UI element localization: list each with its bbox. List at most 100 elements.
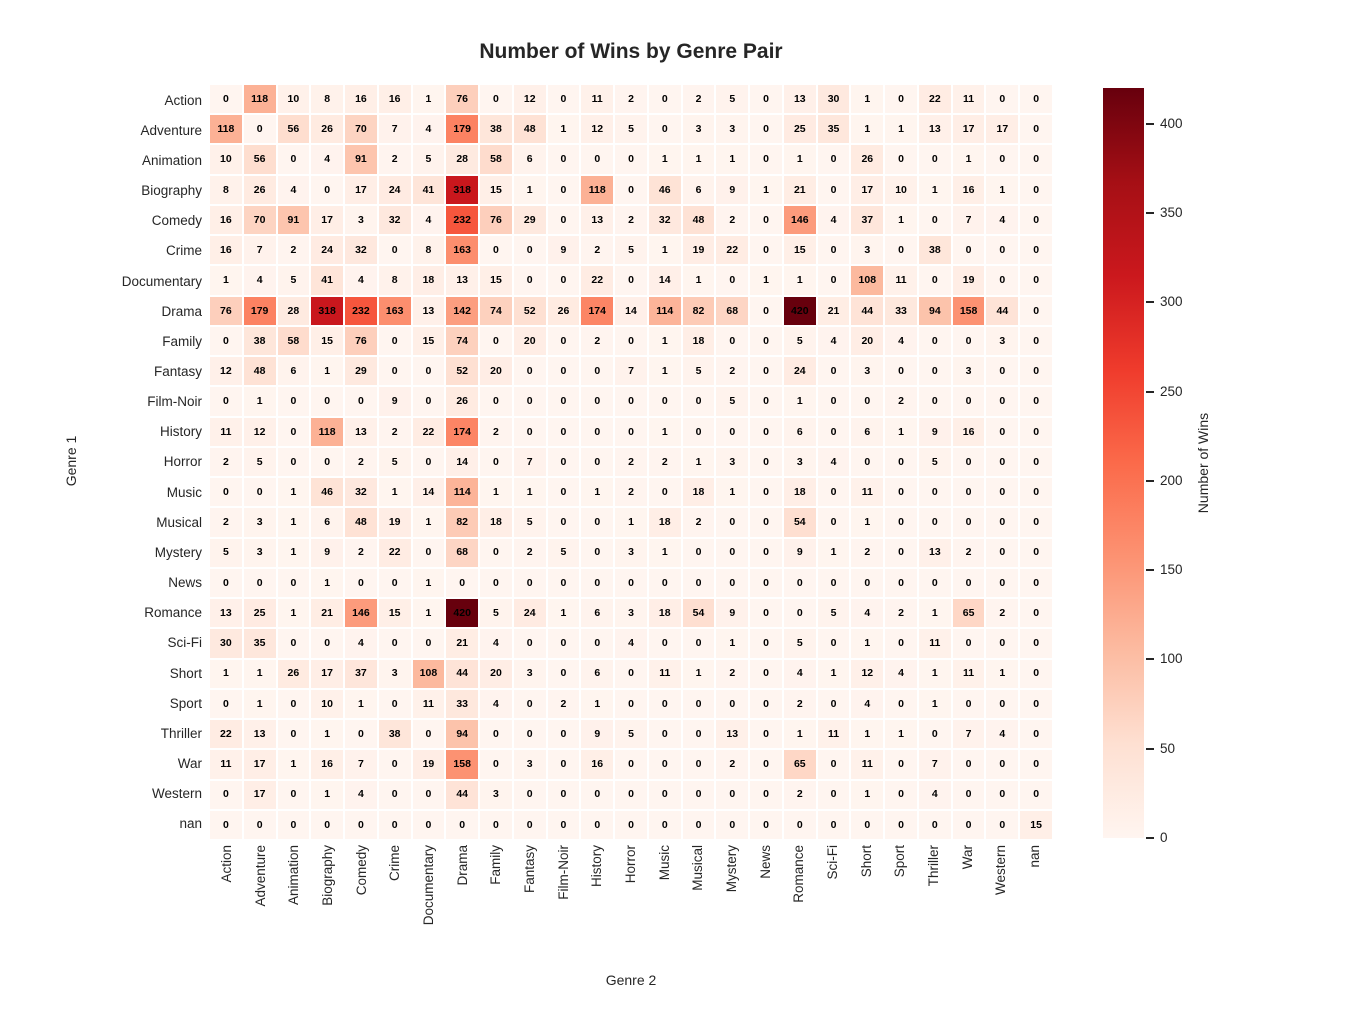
heatmap-cell: 2 (682, 508, 715, 537)
colorbar-tick-mark (1146, 301, 1154, 304)
heatmap-cell: 24 (378, 175, 411, 204)
heatmap-cell: 0 (581, 538, 614, 567)
heatmap-cell: 48 (513, 115, 546, 144)
heatmap-cell: 7 (513, 447, 546, 477)
heatmap-cell: 1 (783, 387, 816, 416)
heatmap-cell: 16 (378, 85, 411, 114)
heatmap-cell: 0 (513, 387, 546, 416)
heatmap-cell: 0 (243, 478, 276, 507)
heatmap-cell: 13 (446, 266, 479, 295)
heatmap-cell: 0 (615, 689, 647, 719)
heatmap-cell: 0 (817, 236, 850, 265)
heatmap-cell: 1 (851, 629, 884, 658)
heatmap-cell: 1 (277, 538, 310, 567)
y-tick-label: Animation (141, 152, 202, 168)
heatmap-cell: 0 (412, 538, 445, 567)
heatmap-cell: 1 (851, 508, 884, 537)
heatmap-cell: 0 (648, 780, 681, 809)
heatmap-cell: 0 (750, 417, 782, 446)
heatmap-cell: 0 (682, 538, 715, 567)
heatmap-cell: 0 (750, 629, 782, 658)
heatmap-cell: 0 (682, 387, 715, 416)
heatmap-cell: 5 (615, 115, 647, 144)
heatmap-cell: 0 (986, 236, 1019, 265)
heatmap-cell: 0 (885, 357, 917, 386)
heatmap-cell: 0 (378, 689, 411, 719)
heatmap-cell: 0 (817, 417, 850, 446)
heatmap-cell: 0 (378, 326, 411, 356)
heatmap-cell: 48 (243, 357, 276, 386)
heatmap-cell: 1 (412, 85, 445, 114)
heatmap-cell: 9 (547, 236, 580, 265)
colorbar-tick-mark (1146, 658, 1154, 661)
heatmap-cell: 0 (750, 326, 782, 356)
heatmap-cell: 5 (412, 145, 445, 174)
heatmap-cell: 0 (1020, 538, 1052, 567)
heatmap-cell: 4 (311, 145, 344, 174)
heatmap-cell: 2 (648, 447, 681, 477)
heatmap-cell: 13 (210, 599, 242, 628)
heatmap-cell: 16 (311, 750, 344, 779)
heatmap-cell: 11 (885, 266, 917, 295)
heatmap-cell: 20 (480, 357, 512, 386)
heatmap-cell: 0 (885, 780, 917, 809)
heatmap-cell: 22 (378, 538, 411, 567)
heatmap-cell: 0 (547, 357, 580, 386)
heatmap-cell: 94 (446, 720, 479, 749)
heatmap-cell: 0 (885, 750, 917, 779)
heatmap-cell: 0 (986, 357, 1019, 386)
colorbar-tick-label: 150 (1160, 562, 1183, 578)
y-tick-label: Crime (166, 243, 202, 259)
heatmap-cell: 0 (345, 810, 377, 839)
heatmap-cell: 10 (885, 175, 917, 204)
heatmap-cell: 114 (648, 296, 681, 325)
heatmap-cell: 0 (615, 175, 647, 204)
heatmap-cell: 58 (277, 326, 310, 356)
heatmap-cell: 0 (750, 115, 782, 144)
heatmap-cell: 0 (750, 478, 782, 507)
y-tick-label: Musical (156, 514, 202, 530)
heatmap-cell: 4 (885, 659, 917, 688)
heatmap-cell: 0 (513, 357, 546, 386)
heatmap-cell: 1 (918, 659, 951, 688)
heatmap-cell: 2 (615, 205, 647, 235)
heatmap-cell: 1 (952, 145, 985, 174)
heatmap-cell: 0 (277, 629, 310, 658)
heatmap-cell: 3 (243, 538, 276, 567)
heatmap-cell: 0 (952, 478, 985, 507)
heatmap-cell: 0 (952, 236, 985, 265)
heatmap-cell: 0 (210, 326, 242, 356)
heatmap-cell: 11 (851, 750, 884, 779)
heatmap-cell: 15 (311, 326, 344, 356)
heatmap-cell: 0 (311, 447, 344, 477)
heatmap-cell: 1 (885, 115, 917, 144)
heatmap-cell: 13 (783, 85, 816, 114)
heatmap-cell: 5 (918, 447, 951, 477)
heatmap-cell: 1 (243, 659, 276, 688)
heatmap-cell: 13 (412, 296, 445, 325)
heatmap-cell: 26 (311, 115, 344, 144)
heatmap-cell: 0 (581, 357, 614, 386)
heatmap-cell: 0 (750, 85, 782, 114)
heatmap-cell: 2 (716, 357, 749, 386)
heatmap-cell: 35 (817, 115, 850, 144)
heatmap-cell: 24 (513, 599, 546, 628)
heatmap-cell: 0 (986, 145, 1019, 174)
colorbar-tick-label: 350 (1160, 205, 1183, 220)
heatmap-cell: 2 (345, 538, 377, 567)
heatmap-cell: 1 (513, 478, 546, 507)
heatmap-cell: 0 (210, 478, 242, 507)
heatmap-cell: 4 (345, 780, 377, 809)
heatmap-cell: 0 (412, 357, 445, 386)
heatmap-cell: 5 (547, 538, 580, 567)
heatmap-cell: 15 (480, 175, 512, 204)
heatmap-cell: 1 (480, 478, 512, 507)
heatmap-cell: 1 (547, 115, 580, 144)
heatmap-cell: 4 (885, 326, 917, 356)
heatmap-cell: 0 (986, 447, 1019, 477)
heatmap-cell: 1 (277, 478, 310, 507)
heatmap-cell: 3 (716, 115, 749, 144)
heatmap-cell: 0 (1020, 296, 1052, 325)
y-tick-label: Sci-Fi (167, 635, 203, 651)
